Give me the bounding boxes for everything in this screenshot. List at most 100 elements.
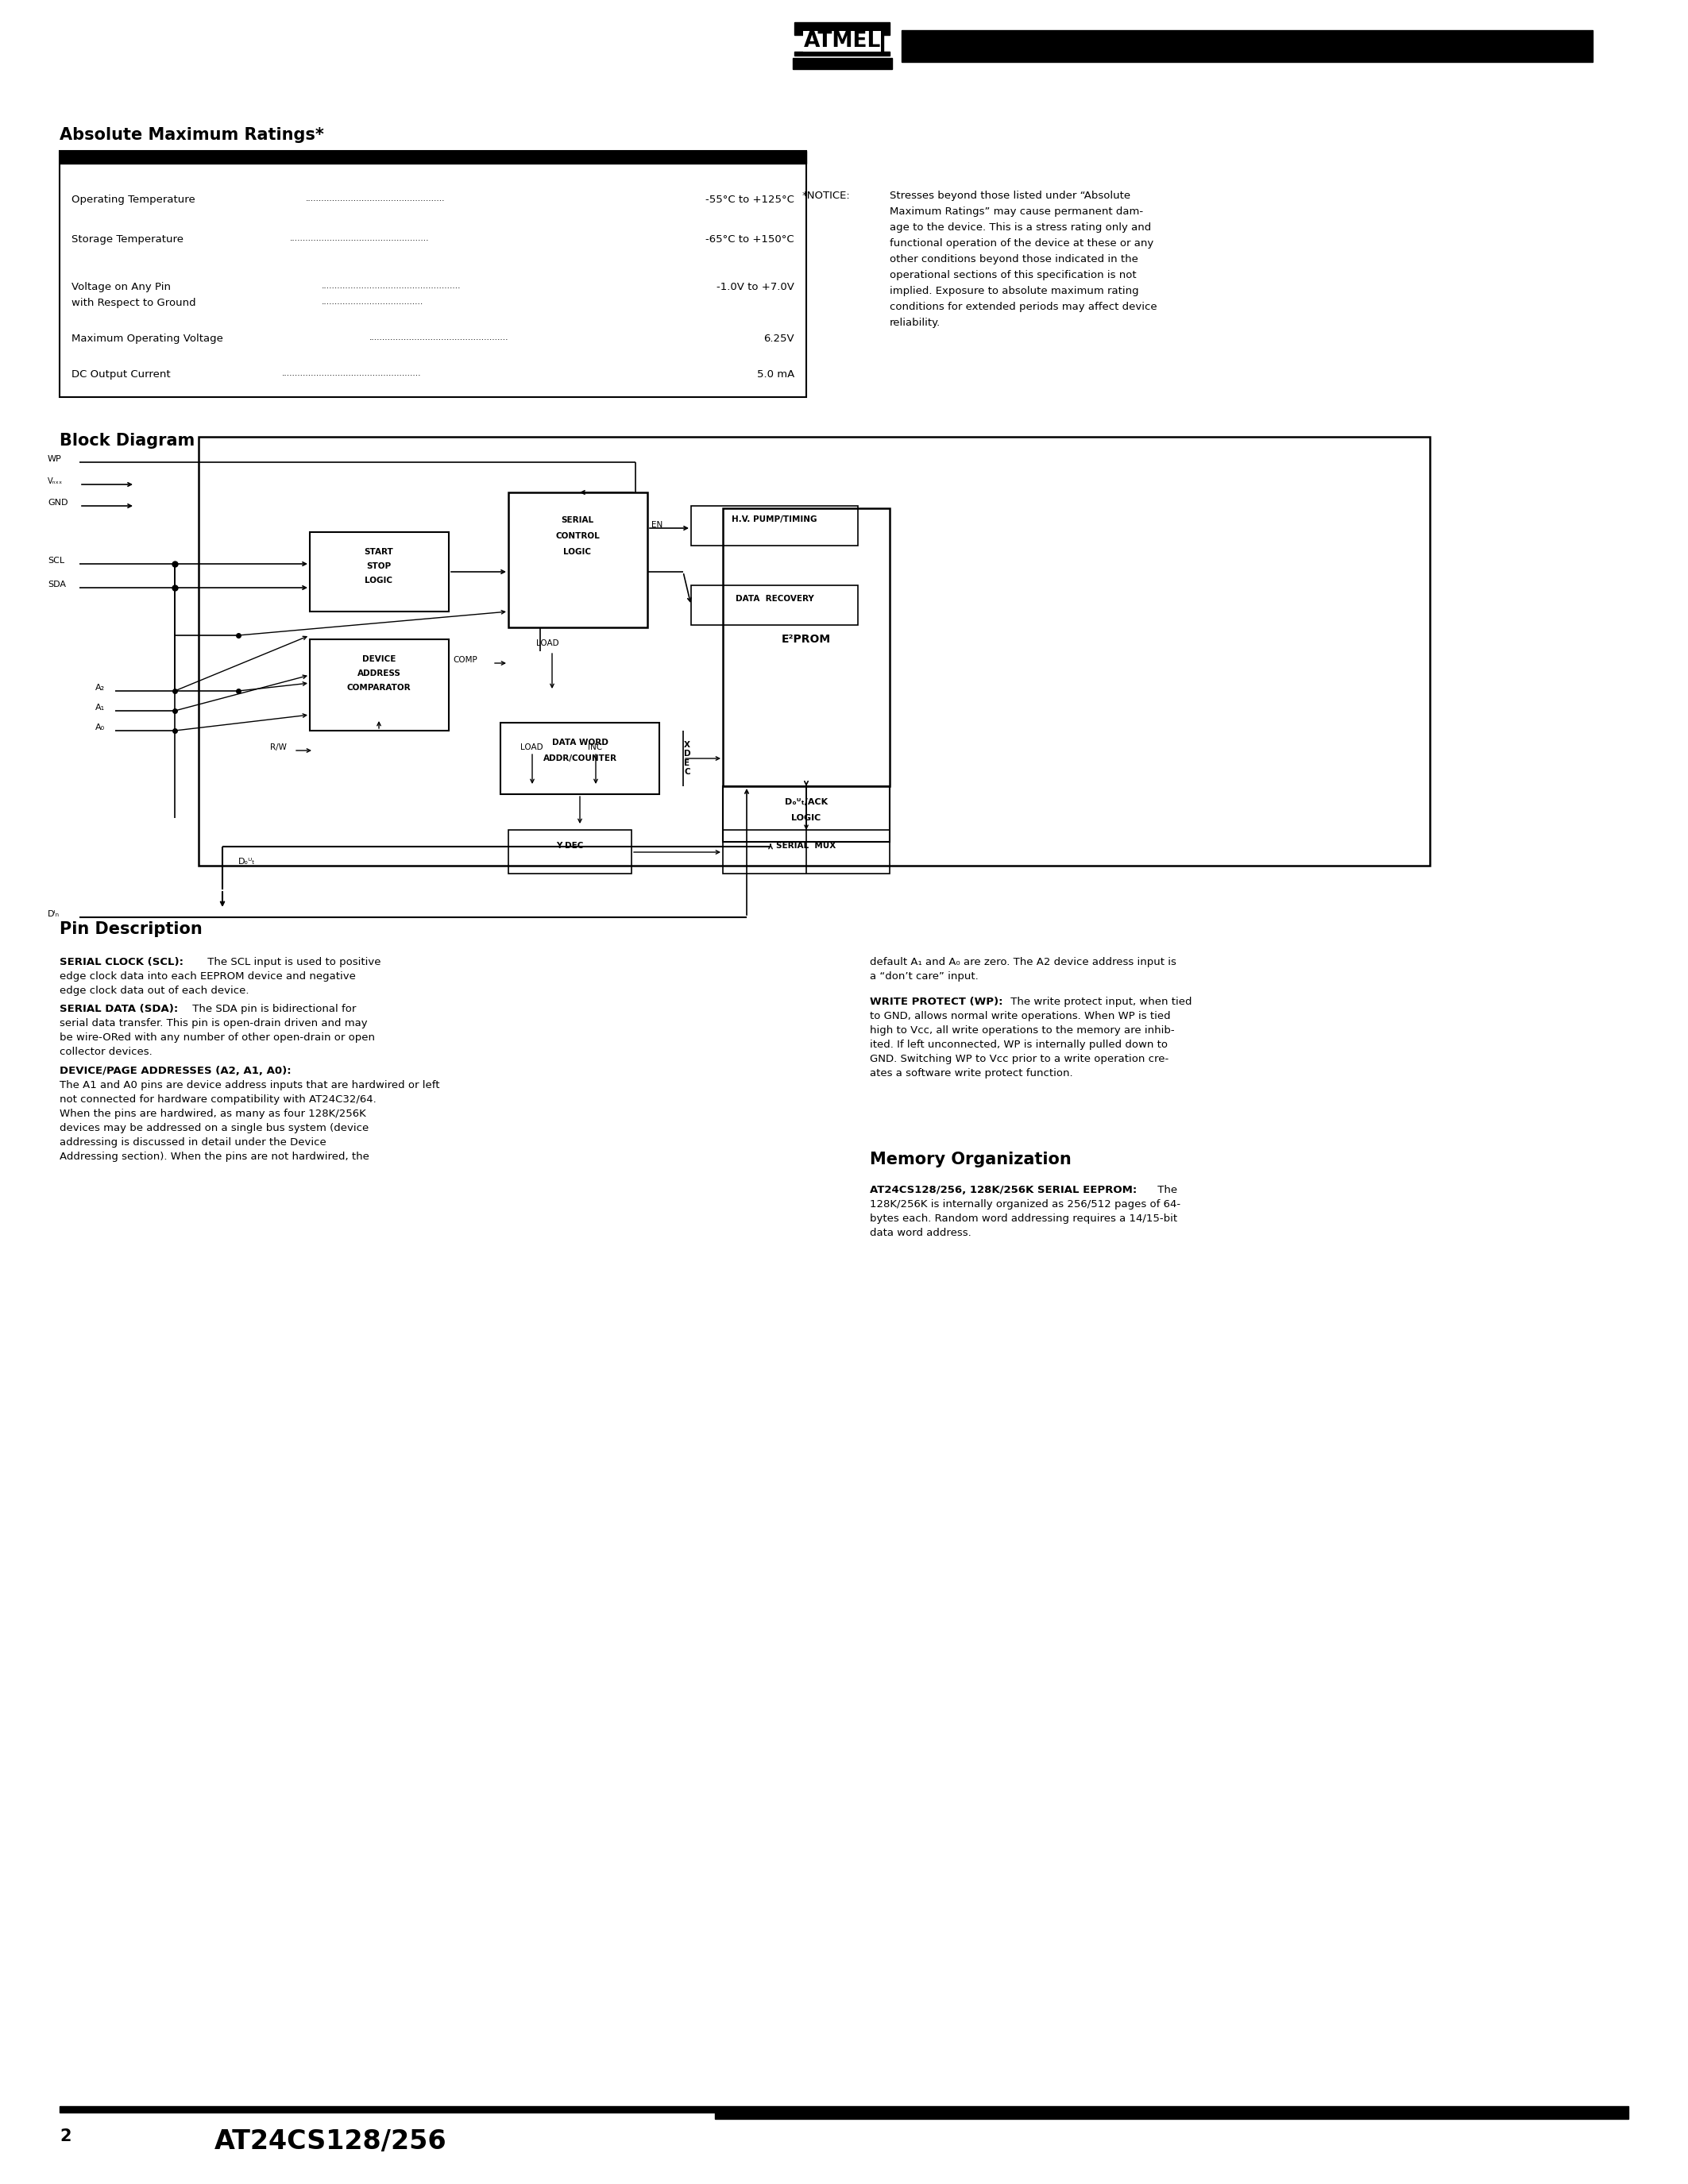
Text: DATA WORD: DATA WORD: [552, 738, 608, 747]
Text: Maximum Ratings” may cause permanent dam-: Maximum Ratings” may cause permanent dam…: [890, 207, 1143, 216]
Text: DC Output Current: DC Output Current: [71, 369, 170, 380]
Text: SERIAL CLOCK (SCL):: SERIAL CLOCK (SCL):: [59, 957, 184, 968]
Text: devices may be addressed on a single bus system (device: devices may be addressed on a single bus…: [59, 1123, 368, 1133]
Text: Vₙₓₓ: Vₙₓₓ: [47, 478, 62, 485]
Text: LOAD: LOAD: [537, 640, 559, 646]
Text: Dᴵₙ: Dᴵₙ: [47, 911, 59, 917]
Text: DATA  RECOVERY: DATA RECOVERY: [736, 594, 814, 603]
Bar: [822, 31, 825, 52]
Text: SERIAL: SERIAL: [560, 515, 594, 524]
Text: not connected for hardware compatibility with AT24C32/64.: not connected for hardware compatibility…: [59, 1094, 376, 1105]
Text: Pin Description: Pin Description: [59, 922, 203, 937]
Text: conditions for extended periods may affect device: conditions for extended periods may affe…: [890, 301, 1156, 312]
Bar: [795, 52, 890, 55]
Text: X
D
E
C: X D E C: [684, 740, 690, 775]
Text: Addressing section). When the pins are not hardwired, the: Addressing section). When the pins are n…: [59, 1151, 370, 1162]
Text: 5.0 mA: 5.0 mA: [756, 369, 795, 380]
Text: COMPARATOR: COMPARATOR: [348, 684, 410, 692]
Text: EN: EN: [652, 522, 663, 529]
Text: Voltage on Any Pin: Voltage on Any Pin: [71, 282, 170, 293]
Text: WP: WP: [47, 454, 62, 463]
Text: LOAD: LOAD: [520, 743, 544, 751]
Text: data word address.: data word address.: [869, 1227, 971, 1238]
Text: A₀: A₀: [95, 723, 105, 732]
Text: LOGIC: LOGIC: [365, 577, 393, 585]
Text: age to the device. This is a stress rating only and: age to the device. This is a stress rati…: [890, 223, 1151, 234]
Bar: [59, 2105, 1629, 2112]
Text: ATMEL: ATMEL: [803, 31, 881, 52]
Text: default A₁ and A₀ are zero. The A2 device address input is: default A₁ and A₀ are zero. The A2 devic…: [869, 957, 1177, 968]
Text: AT24CS128/256: AT24CS128/256: [214, 2129, 447, 2156]
Text: bytes each. Random word addressing requires a 14/15-bit: bytes each. Random word addressing requi…: [869, 1214, 1177, 1223]
Text: edge clock data into each EEPROM device and negative: edge clock data into each EEPROM device …: [59, 972, 356, 981]
Text: be wire-ORed with any number of other open-drain or open: be wire-ORed with any number of other op…: [59, 1033, 375, 1044]
Text: collector devices.: collector devices.: [59, 1046, 152, 1057]
Bar: [508, 491, 648, 627]
Text: ....................................................: ........................................…: [370, 334, 508, 341]
Bar: [199, 437, 1430, 865]
Text: The: The: [1155, 1186, 1177, 1195]
Text: STOP: STOP: [366, 561, 392, 570]
Text: CONTROL: CONTROL: [555, 533, 599, 539]
Bar: [59, 151, 807, 164]
Bar: [722, 509, 890, 786]
Text: ....................................................: ........................................…: [322, 282, 461, 290]
Bar: [807, 31, 810, 52]
Text: Maximum Operating Voltage: Maximum Operating Voltage: [71, 334, 223, 343]
Text: -65°C to +150°C: -65°C to +150°C: [706, 234, 795, 245]
Bar: [722, 786, 890, 841]
Text: START: START: [365, 548, 393, 557]
Text: other conditions beyond those indicated in the: other conditions beyond those indicated …: [890, 253, 1138, 264]
Text: *NOTICE:: *NOTICE:: [802, 190, 851, 201]
Text: high to Vᴄᴄ, all write operations to the memory are inhib-: high to Vᴄᴄ, all write operations to the…: [869, 1026, 1175, 1035]
Text: Dₒᵁₜ/ACK: Dₒᵁₜ/ACK: [785, 797, 827, 806]
Text: edge clock data out of each device.: edge clock data out of each device.: [59, 985, 250, 996]
Bar: [879, 31, 883, 52]
Text: GND: GND: [47, 498, 68, 507]
Text: Memory Organization: Memory Organization: [869, 1151, 1072, 1168]
Bar: [690, 507, 858, 546]
Text: The A1 and A0 pins are device address inputs that are hardwired or left: The A1 and A0 pins are device address in…: [59, 1079, 439, 1090]
Text: Dₒᵁₜ: Dₒᵁₜ: [238, 858, 255, 865]
Text: The SDA pin is bidirectional for: The SDA pin is bidirectional for: [189, 1005, 356, 1016]
Bar: [722, 830, 890, 874]
Text: COMP: COMP: [452, 655, 478, 664]
Text: ....................................................: ........................................…: [306, 194, 446, 203]
Text: AT24CS128/256, 128K/256K SERIAL EEPROM:: AT24CS128/256, 128K/256K SERIAL EEPROM:: [869, 1186, 1138, 1195]
Bar: [873, 31, 876, 52]
Bar: [59, 151, 807, 397]
Text: -55°C to +125°C: -55°C to +125°C: [706, 194, 795, 205]
Text: reliability.: reliability.: [890, 317, 940, 328]
Text: ADDR/COUNTER: ADDR/COUNTER: [544, 753, 616, 762]
Bar: [852, 31, 856, 52]
Text: SERIAL  MUX: SERIAL MUX: [776, 841, 836, 850]
Text: ates a software write protect function.: ates a software write protect function.: [869, 1068, 1074, 1079]
Text: implied. Exposure to absolute maximum rating: implied. Exposure to absolute maximum ra…: [890, 286, 1139, 297]
Text: Block Diagram: Block Diagram: [59, 432, 194, 448]
Text: ....................................................: ........................................…: [290, 234, 429, 242]
Text: 2: 2: [59, 2129, 71, 2145]
Bar: [508, 830, 631, 874]
Text: serial data transfer. This pin is open-drain driven and may: serial data transfer. This pin is open-d…: [59, 1018, 368, 1029]
Text: SERIAL DATA (SDA):: SERIAL DATA (SDA):: [59, 1005, 179, 1016]
Text: to GND, allows normal write operations. When WP is tied: to GND, allows normal write operations. …: [869, 1011, 1170, 1022]
Bar: [311, 640, 449, 732]
Text: 128K/256K is internally organized as 256/512 pages of 64-: 128K/256K is internally organized as 256…: [869, 1199, 1180, 1210]
Text: Operating Temperature: Operating Temperature: [71, 194, 196, 205]
Text: INC: INC: [587, 743, 603, 751]
Text: R/W: R/W: [270, 743, 287, 751]
Text: A₂: A₂: [95, 684, 105, 692]
Text: ....................................................: ........................................…: [282, 369, 422, 378]
Text: operational sections of this specification is not: operational sections of this specificati…: [890, 271, 1136, 280]
Text: SDA: SDA: [47, 581, 66, 587]
Text: ......................................: ......................................: [322, 297, 424, 306]
Text: ited. If left unconnected, WP is internally pulled down to: ited. If left unconnected, WP is interna…: [869, 1040, 1168, 1051]
Bar: [795, 22, 890, 35]
Text: WRITE PROTECT (WP):: WRITE PROTECT (WP):: [869, 998, 1003, 1007]
Text: Absolute Maximum Ratings*: Absolute Maximum Ratings*: [59, 127, 324, 142]
Bar: [901, 31, 1593, 61]
Bar: [500, 723, 660, 795]
Text: SCL: SCL: [47, 557, 64, 566]
Text: DEVICE/PAGE ADDRESSES (A2, A1, A0):: DEVICE/PAGE ADDRESSES (A2, A1, A0):: [59, 1066, 292, 1077]
Text: E²PROM: E²PROM: [782, 633, 830, 644]
